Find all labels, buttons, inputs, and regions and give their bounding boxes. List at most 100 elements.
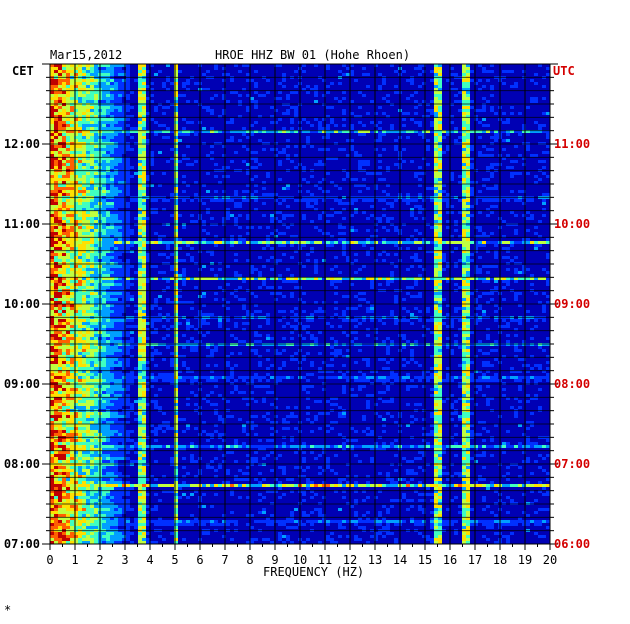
spectrogram-cell <box>106 145 110 148</box>
spectrogram-cell <box>78 280 82 283</box>
spectrogram-cell <box>470 259 474 262</box>
spectrogram-cell <box>314 226 318 229</box>
spectrogram-cell <box>282 217 286 220</box>
spectrogram-cell <box>266 79 270 82</box>
spectrogram-cell <box>342 208 346 211</box>
spectrogram-cell <box>466 328 470 331</box>
spectrogram-cell <box>466 277 470 280</box>
spectrogram-cell <box>190 307 194 310</box>
spectrogram-cell <box>294 85 298 88</box>
spectrogram-cell <box>114 115 118 118</box>
spectrogram-cell <box>418 121 422 124</box>
spectrogram-cell <box>438 94 442 97</box>
spectrogram-cell <box>110 340 114 343</box>
spectrogram-cell <box>410 211 414 214</box>
spectrogram-cell <box>106 124 110 127</box>
spectrogram-cell <box>462 322 466 325</box>
spectrogram-cell <box>490 298 494 301</box>
spectrogram-cell <box>474 181 478 184</box>
spectrogram-cell <box>494 163 498 166</box>
spectrogram-cell <box>478 244 482 247</box>
spectrogram-cell <box>94 67 98 70</box>
spectrogram-cell <box>90 346 94 349</box>
spectrogram-cell <box>466 172 470 175</box>
spectrogram-cell <box>154 109 158 112</box>
spectrogram-cell <box>466 151 470 154</box>
spectrogram-cell <box>102 127 106 130</box>
spectrogram-cell <box>142 118 146 121</box>
spectrogram-cell <box>346 319 350 322</box>
spectrogram-cell <box>282 148 286 151</box>
spectrogram-cell <box>74 94 78 97</box>
spectrogram-cell <box>122 148 126 151</box>
spectrogram-cell <box>378 136 382 139</box>
spectrogram-cell <box>434 337 438 340</box>
spectrogram-cell <box>78 112 82 115</box>
spectrogram-cell <box>170 277 174 280</box>
spectrogram-cell <box>58 211 62 214</box>
spectrogram-cell <box>142 349 146 352</box>
spectrogram-cell <box>102 301 106 304</box>
spectrogram-cell <box>374 112 378 115</box>
spectrogram-cell <box>110 145 114 148</box>
spectrogram-cell <box>78 229 82 232</box>
spectrogram-cell <box>114 199 118 202</box>
spectrogram-cell <box>306 181 310 184</box>
spectrogram-cell <box>138 187 142 190</box>
spectrogram-cell <box>170 268 174 271</box>
spectrogram-cell <box>126 175 130 178</box>
spectrogram-cell <box>378 178 382 181</box>
spectrogram-cell <box>142 355 146 358</box>
spectrogram-cell <box>102 166 106 169</box>
spectrogram-cell <box>90 166 94 169</box>
spectrogram-cell <box>266 313 270 316</box>
spectrogram-cell <box>502 298 506 301</box>
spectrogram-cell <box>382 250 386 253</box>
spectrogram-cell <box>466 124 470 127</box>
spectrogram-cell <box>434 229 438 232</box>
spectrogram-cell <box>462 352 466 355</box>
spectrogram-cell <box>270 292 274 295</box>
spectrogram-cell <box>170 157 174 160</box>
spectrogram-cell <box>118 181 122 184</box>
spectrogram-cell <box>106 265 110 268</box>
spectrogram-cell <box>486 79 490 82</box>
spectrogram-cell <box>342 178 346 181</box>
spectrogram-cell <box>114 307 118 310</box>
spectrogram-cell <box>514 349 518 352</box>
spectrogram-cell <box>254 121 258 124</box>
spectrogram-cell <box>462 256 466 259</box>
spectrogram-cell <box>286 322 290 325</box>
spectrogram-cell <box>426 139 430 142</box>
spectrogram-cell <box>74 271 78 274</box>
spectrogram-cell <box>118 310 122 313</box>
spectrogram-cell <box>130 250 134 253</box>
spectrogram-cell <box>90 229 94 232</box>
spectrogram-cell <box>434 355 438 358</box>
spectrogram-cell <box>342 109 346 112</box>
spectrogram-cell <box>342 73 346 76</box>
spectrogram-cell <box>122 352 126 355</box>
spectrogram-cell <box>106 172 110 175</box>
spectrogram-cell <box>194 286 198 289</box>
spectrogram-cell <box>122 322 126 325</box>
spectrogram-cell <box>438 115 442 118</box>
spectrogram-cell <box>302 328 306 331</box>
spectrogram-cell <box>130 106 134 109</box>
spectrogram-cell <box>462 205 466 208</box>
spectrogram-cell <box>386 352 390 355</box>
spectrogram-cell <box>102 157 106 160</box>
spectrogram-cell <box>110 337 114 340</box>
spectrogram-cell <box>282 232 286 235</box>
spectrogram-cell <box>278 64 282 67</box>
spectrogram-cell <box>142 178 146 181</box>
spectrogram-cell <box>126 298 130 301</box>
spectrogram-cell <box>250 130 254 133</box>
spectrogram-cell <box>326 115 330 118</box>
spectrogram-cell <box>130 331 134 334</box>
spectrogram-cell <box>126 286 130 289</box>
spectrogram-cell <box>86 232 90 235</box>
spectrogram-cell <box>186 322 190 325</box>
spectrogram-cell <box>482 280 486 283</box>
spectrogram-cell <box>286 145 290 148</box>
